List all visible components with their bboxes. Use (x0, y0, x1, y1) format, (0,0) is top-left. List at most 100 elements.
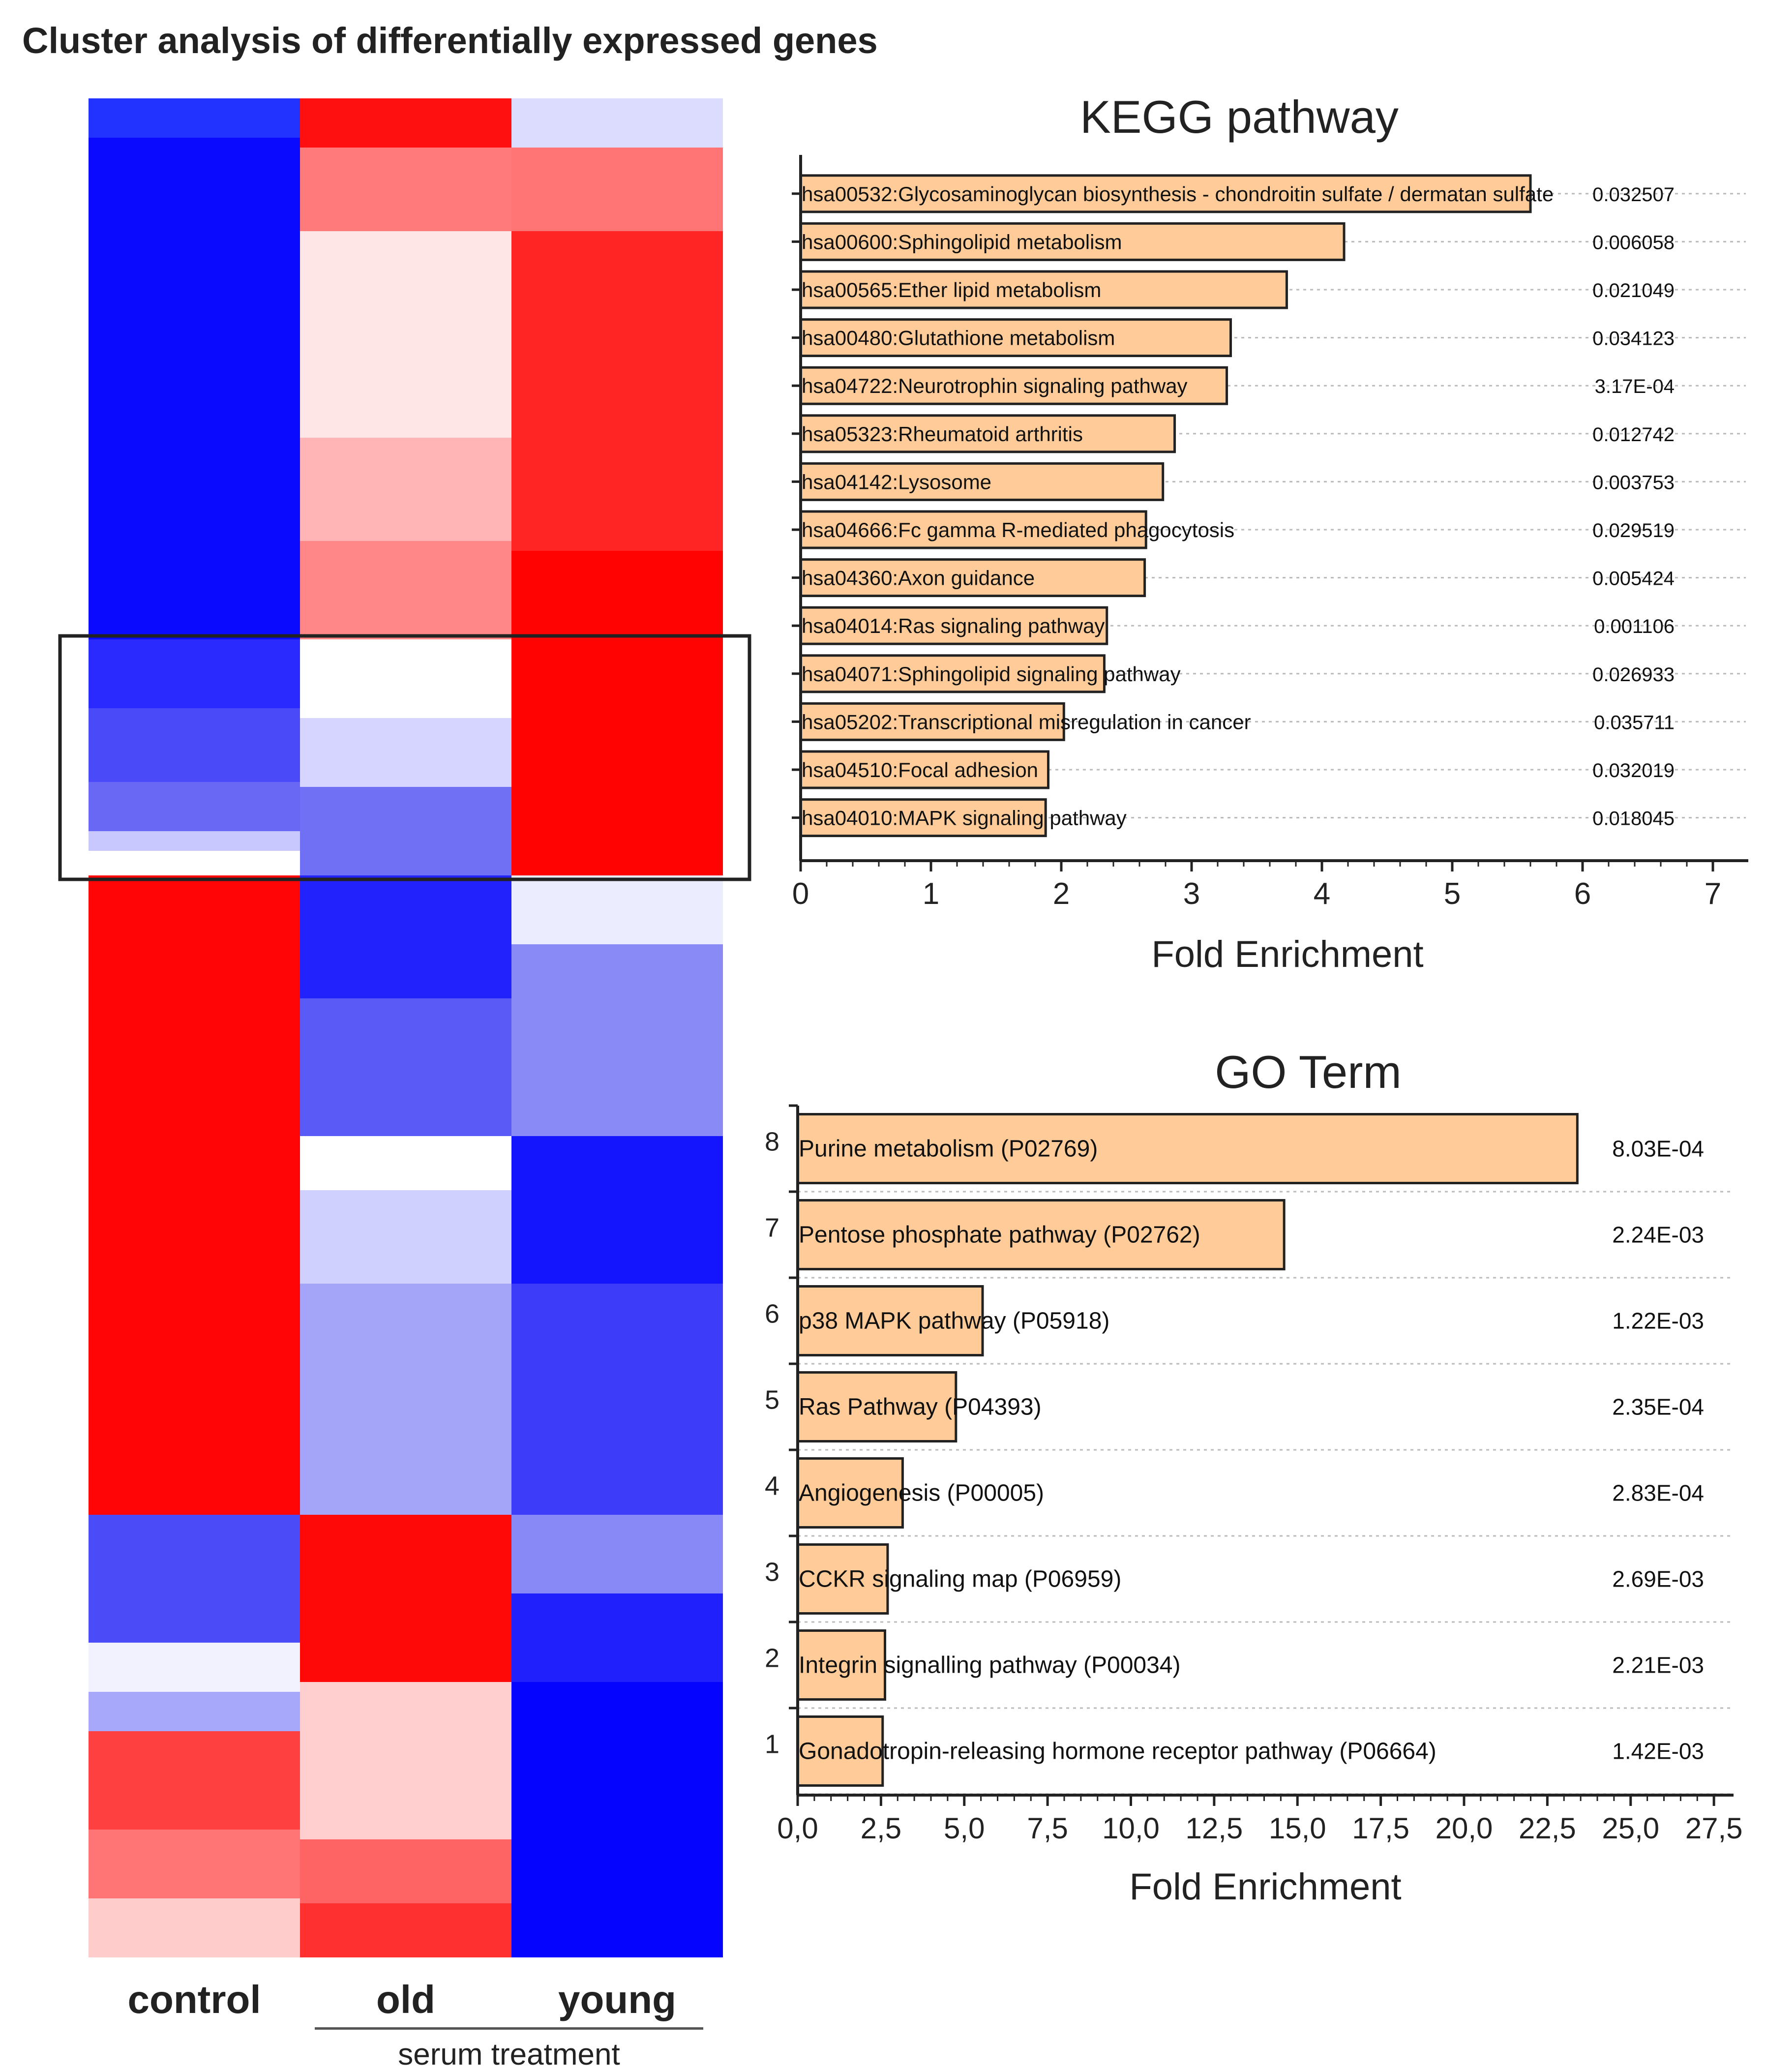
kegg-pvalue: 0.003753 (1592, 472, 1675, 493)
heatmap-column-control (89, 98, 300, 1957)
kegg-bars: hsa00532:Glycosaminoglycan biosynthesis … (799, 174, 1675, 838)
go-rank-label: 7 (765, 1213, 779, 1243)
go-x-tick-label: 27,5 (1685, 1812, 1743, 1845)
kegg-bar-label: hsa04722:Neurotrophin signaling pathway (802, 374, 1188, 397)
go-bar-label: Purine metabolism (P02769) (799, 1136, 1098, 1162)
kegg-x-tick-label: 3 (1183, 877, 1200, 911)
go-bars: Purine metabolism (P02769) 8.03E-04 Pentos… (796, 1113, 1704, 1787)
kegg-bar (799, 702, 1065, 741)
kegg-pvalue: 0.005424 (1592, 568, 1675, 590)
kegg-x-tick-label: 0 (792, 877, 809, 911)
kegg-bar-label: hsa04510:Focal adhesion (802, 758, 1038, 781)
go-bar (796, 1715, 884, 1787)
go-pvalue: 1.42E-03 (1612, 1739, 1704, 1764)
go-x-tick-label: 15,0 (1269, 1812, 1326, 1845)
kegg-x-axis-label: Fold Enrichment (1151, 933, 1423, 975)
go-bar (796, 1629, 887, 1701)
go-x-tick-label: 25,0 (1602, 1812, 1659, 1845)
go-x-tick-label: 7,5 (1027, 1812, 1068, 1845)
kegg-x-tick-label: 1 (923, 877, 939, 911)
kegg-x-tick-label: 6 (1574, 877, 1591, 911)
go-x-tick-label: 12,5 (1185, 1812, 1243, 1845)
kegg-bar (799, 414, 1176, 453)
kegg-bar (799, 798, 1047, 838)
go-bar (796, 1457, 904, 1529)
kegg-bar-label: hsa00532:Glycosaminoglycan biosynthesis … (802, 182, 1554, 206)
go-x-tick-label: 2,5 (861, 1812, 901, 1845)
go-rank-label: 2 (765, 1644, 779, 1673)
kegg-bar-label: hsa04360:Axon guidance (802, 567, 1035, 590)
kegg-bar-label: hsa04666:Fc gamma R-mediated phagocytosi… (802, 518, 1234, 541)
go-bar-label: Ras Pathway (P04393) (799, 1394, 1042, 1420)
go-bar (796, 1285, 984, 1356)
go-x-tick-label: 22,5 (1519, 1812, 1576, 1845)
go-pvalue: 2.24E-03 (1612, 1222, 1704, 1248)
go-term-chart: GO Term Purine metabolism (P02769) 8.03E-… (765, 1046, 1743, 1908)
go-bar (796, 1543, 889, 1615)
kegg-pvalue: 3.17E-04 (1595, 376, 1675, 397)
kegg-bar-label: hsa00600:Sphingolipid metabolism (802, 230, 1122, 253)
go-pvalue: 2.69E-03 (1612, 1566, 1704, 1592)
heatmap-column-young (511, 98, 723, 1957)
go-x-tick-label: 17,5 (1352, 1812, 1409, 1845)
kegg-bar-label: hsa05202:Transcriptional misregulation i… (802, 710, 1251, 733)
kegg-x-tick-label: 2 (1053, 877, 1070, 911)
go-bar (796, 1371, 958, 1442)
heatmap-column-old (300, 98, 511, 1957)
column-label-young: young (558, 1978, 676, 2021)
go-rank-label: 8 (765, 1127, 779, 1157)
kegg-bar (799, 270, 1288, 309)
kegg-bar-label: hsa04142:Lysosome (802, 470, 991, 493)
serum-treatment-label: serum treatment (398, 2038, 620, 2072)
go-x-axis-label: Fold Enrichment (1129, 1866, 1401, 1908)
kegg-pvalue: 0.032019 (1592, 760, 1675, 781)
go-pvalue: 2.35E-04 (1612, 1394, 1704, 1420)
kegg-pvalue: 0.021049 (1592, 280, 1675, 301)
kegg-bar (799, 510, 1147, 549)
go-chart-title: GO Term (1215, 1046, 1402, 1098)
kegg-pvalue: 0.035711 (1594, 712, 1675, 733)
go-x-tick-label: 5,0 (944, 1812, 985, 1845)
column-label-control: control (127, 1978, 261, 2021)
kegg-bar-label: hsa05323:Rheumatoid arthritis (802, 422, 1083, 446)
kegg-pvalue: 0.032507 (1592, 184, 1675, 206)
kegg-pvalue: 0.018045 (1592, 808, 1675, 830)
go-bar-label: Integrin signalling pathway (P00034) (799, 1652, 1180, 1679)
kegg-bar-label: hsa00565:Ether lipid metabolism (802, 278, 1101, 301)
go-bar-label: CCKR signaling map (P06959) (799, 1566, 1121, 1592)
go-rank-label: 4 (765, 1471, 779, 1501)
figure-title: Cluster analysis of differentially expre… (22, 20, 878, 61)
go-pvalue: 8.03E-04 (1612, 1136, 1704, 1162)
kegg-pvalue: 0.034123 (1592, 328, 1675, 350)
kegg-bar (799, 366, 1228, 405)
kegg-pvalue: 0.006058 (1592, 232, 1675, 253)
kegg-pvalue: 0.026933 (1592, 664, 1675, 686)
kegg-x-tick-label: 7 (1705, 877, 1721, 911)
kegg-bar-label: hsa04014:Ras signaling pathway (802, 614, 1105, 637)
kegg-bar-label: hsa04071:Sphingolipid signaling pathway (802, 662, 1181, 686)
kegg-x-tick-label: 5 (1444, 877, 1461, 911)
go-rank-label: 6 (765, 1299, 779, 1329)
kegg-gridlines (801, 193, 1746, 819)
go-rank-label: 3 (765, 1558, 779, 1587)
go-pvalue: 2.83E-04 (1612, 1480, 1704, 1506)
kegg-pvalue: 0.029519 (1592, 520, 1675, 541)
kegg-chart-title: KEGG pathway (1080, 91, 1399, 143)
kegg-bar (799, 318, 1232, 358)
column-label-old: old (376, 1978, 435, 2021)
go-x-tick-label: 0,0 (777, 1812, 818, 1845)
kegg-pathway-chart: KEGG pathway hsa00532:Glycosaminoglycan … (792, 91, 1748, 975)
go-x-tick-label: 20,0 (1436, 1812, 1493, 1845)
go-pvalue: 1.22E-03 (1612, 1308, 1704, 1334)
go-bar (796, 1113, 1579, 1184)
go-pvalue: 2.21E-03 (1612, 1652, 1704, 1678)
go-bar (796, 1199, 1286, 1270)
go-bar-label: Gonadotropin-releasing hormone receptor … (799, 1739, 1437, 1765)
go-bar-label: Angiogenesis (P00005) (799, 1480, 1044, 1506)
kegg-bar (799, 606, 1108, 645)
go-x-tick-label: 10,0 (1102, 1812, 1160, 1845)
kegg-axes: 0 1 2 3 4 5 6 7 (792, 155, 1748, 911)
kegg-bar-label: hsa04010:MAPK signaling pathway (802, 807, 1127, 830)
